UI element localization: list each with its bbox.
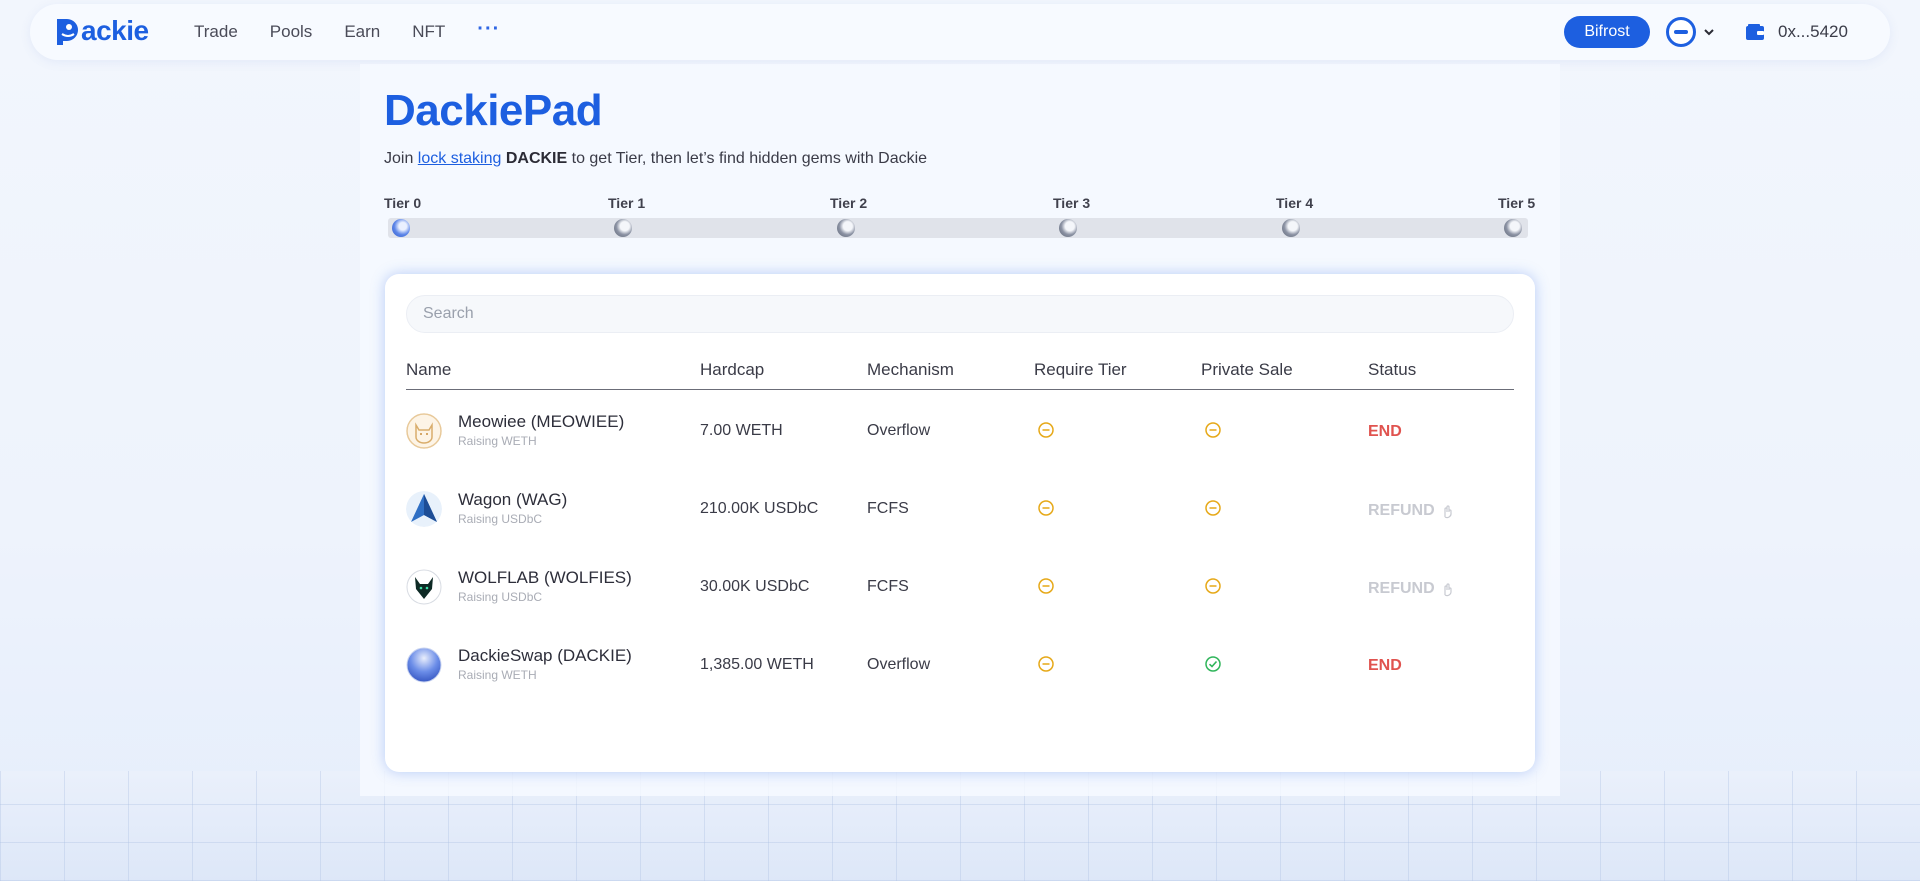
tier-label-1: Tier 1	[608, 195, 646, 211]
header-mechanism: Mechanism	[867, 360, 954, 379]
minus-circle-icon	[1038, 422, 1054, 438]
hand-pointer-icon	[1444, 505, 1452, 519]
table-row[interactable]: Meowiee (MEOWIEE) Raising WETH 7.00 WETH…	[406, 400, 1514, 460]
tier-labels: Tier 0 Tier 1 Tier 2 Tier 3 Tier 4 Tier …	[384, 195, 1536, 211]
more-menu-icon[interactable]: ···	[477, 17, 501, 40]
project-raising: Raising WETH	[458, 434, 537, 448]
dackieswap-avatar-icon	[406, 647, 442, 683]
project-name: WOLFLAB (WOLFIES)	[458, 568, 632, 587]
table-row[interactable]: DackieSwap (DACKIE) Raising WETH 1,385.0…	[406, 634, 1514, 694]
tier-node-1	[614, 219, 632, 237]
minus-circle-icon	[1205, 422, 1221, 438]
status-badge[interactable]: REFUND	[1368, 502, 1455, 520]
tier-label-2: Tier 2	[830, 195, 868, 211]
duck-logo-icon	[54, 16, 80, 46]
logo-text: ackie	[81, 15, 149, 46]
dackie-logo[interactable]: ackie	[54, 14, 149, 48]
check-circle-icon	[1205, 656, 1221, 672]
chain-icon	[1666, 17, 1696, 47]
tier-label-5: Tier 5	[1498, 195, 1536, 211]
lock-staking-link[interactable]: lock staking	[417, 150, 502, 167]
project-hardcap: 7.00 WETH	[700, 422, 783, 439]
minus-circle-icon	[1205, 500, 1221, 516]
status-badge[interactable]: REFUND	[1368, 580, 1455, 598]
tier-label-3: Tier 3	[1053, 195, 1091, 211]
tier-node-0	[392, 219, 410, 237]
table-row[interactable]: WOLFLAB (WOLFIES) Raising USDbC 30.00K U…	[406, 556, 1514, 616]
project-name: DackieSwap (DACKIE)	[458, 646, 632, 665]
wagon-avatar-icon	[406, 491, 442, 527]
tier-node-3	[1059, 219, 1077, 237]
project-mechanism: FCFS	[867, 578, 909, 595]
page-subtitle: Join lock staking DACKIE to get Tier, th…	[384, 150, 927, 168]
status-text: REFUND	[1368, 580, 1435, 597]
status-text: REFUND	[1368, 502, 1435, 519]
bifrost-button[interactable]: Bifrost	[1564, 16, 1650, 48]
chain-selector[interactable]	[1666, 17, 1714, 47]
nav-link-pools[interactable]: Pools	[269, 22, 313, 41]
minus-circle-icon	[1038, 578, 1054, 594]
header-hardcap: Hardcap	[700, 360, 765, 379]
status-badge: END	[1368, 657, 1402, 674]
status-badge: END	[1368, 423, 1402, 440]
projects-card: Name Hardcap Mechanism Require Tier Priv…	[385, 274, 1535, 772]
header-require-tier: Require Tier	[1034, 360, 1127, 379]
hand-pointer-icon	[1444, 583, 1452, 597]
nav-link-earn[interactable]: Earn	[344, 22, 381, 41]
nav-link-trade[interactable]: Trade	[194, 22, 238, 41]
table-row[interactable]: Wagon (WAG) Raising USDbC 210.00K USDbC …	[406, 478, 1514, 538]
wallet-address: 0x...5420	[1778, 22, 1848, 41]
tier-label-4: Tier 4	[1276, 195, 1314, 211]
subtitle-prefix: Join	[384, 150, 418, 167]
wallet-button[interactable]: 0x...5420	[1746, 17, 1848, 47]
wolflab-avatar-icon	[406, 569, 442, 605]
nav-links: Trade Pools Earn NFT ···	[194, 4, 500, 60]
page-title: DackiePad	[384, 86, 603, 135]
meowiee-avatar-icon	[406, 413, 442, 449]
header-name: Name	[406, 360, 452, 379]
project-raising: Raising USDbC	[458, 590, 543, 604]
project-mechanism: Overflow	[867, 656, 931, 673]
project-name: Meowiee (MEOWIEE)	[458, 412, 625, 431]
project-raising: Raising USDbC	[458, 512, 543, 526]
subtitle-token: DACKIE	[501, 150, 568, 167]
project-hardcap: 30.00K USDbC	[700, 578, 810, 595]
subtitle-suffix: to get Tier, then let’s find hidden gems…	[567, 150, 928, 167]
project-hardcap: 210.00K USDbC	[700, 500, 819, 517]
minus-circle-icon	[1205, 578, 1221, 594]
tier-node-4	[1282, 219, 1300, 237]
search-input[interactable]	[406, 295, 1514, 333]
nav-link-nft[interactable]: NFT	[412, 22, 446, 41]
minus-circle-icon	[1038, 500, 1054, 516]
top-navbar: ackie Trade Pools Earn NFT ··· Bifrost 0…	[30, 4, 1890, 60]
tier-label-0: Tier 0	[384, 195, 422, 211]
project-mechanism: Overflow	[867, 422, 931, 439]
header-private-sale: Private Sale	[1201, 360, 1293, 379]
tier-node-2	[837, 219, 855, 237]
table-header: Name Hardcap Mechanism Require Tier Priv…	[406, 360, 1514, 390]
project-mechanism: FCFS	[867, 500, 909, 517]
project-raising: Raising WETH	[458, 668, 537, 682]
main-content: DackiePad Join lock staking DACKIE to ge…	[360, 64, 1560, 796]
project-hardcap: 1,385.00 WETH	[700, 656, 814, 673]
wallet-icon	[1746, 24, 1764, 40]
project-name: Wagon (WAG)	[458, 490, 568, 509]
tier-progress-track	[388, 218, 1528, 238]
chevron-down-icon	[1704, 29, 1714, 36]
minus-circle-icon	[1038, 656, 1054, 672]
tier-node-5	[1504, 219, 1522, 237]
header-status: Status	[1368, 360, 1417, 379]
